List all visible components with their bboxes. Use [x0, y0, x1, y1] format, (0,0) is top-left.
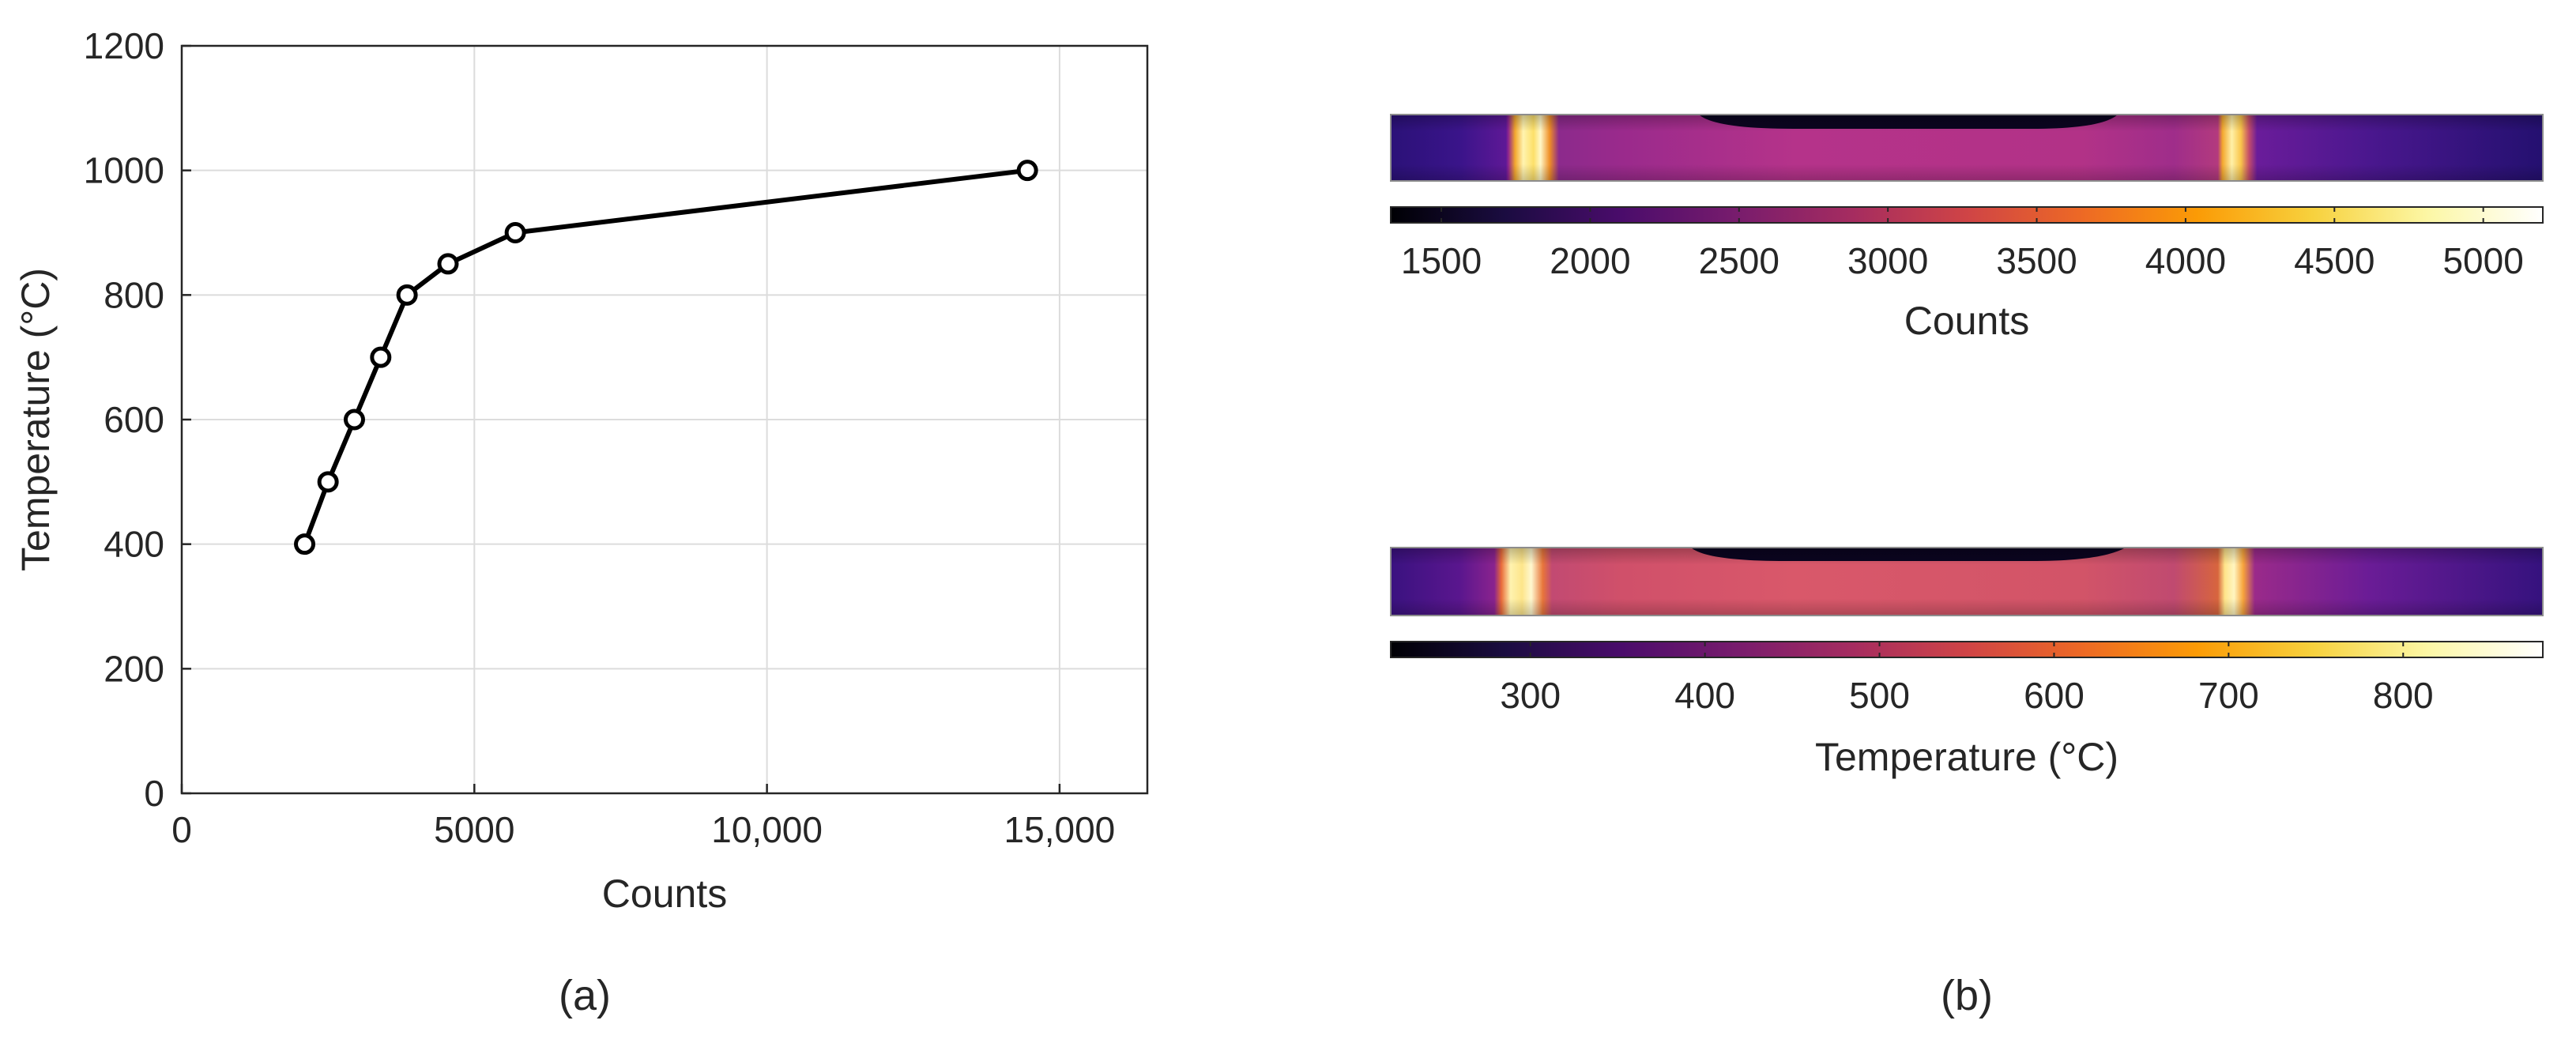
- data-point: [396, 284, 418, 306]
- data-point: [294, 533, 316, 555]
- colorbar-tick-label: 300: [1500, 675, 1561, 716]
- y-tick-label: 800: [104, 274, 164, 315]
- colorbar-tick-label: 800: [2373, 675, 2434, 716]
- panel-b: 1500 2000 2500 3000 3500 4000 4500 5000 Counts …: [1390, 114, 2544, 1019]
- data-point: [317, 471, 339, 493]
- data-point: [1016, 160, 1038, 182]
- y-axis-label: Temperature (°C): [13, 268, 58, 571]
- y-tick-label: 0: [144, 773, 164, 814]
- colorbar-tick-label: 3000: [1847, 240, 1928, 281]
- x-tick-label: 5000: [434, 809, 514, 850]
- series-line: [302, 168, 1028, 545]
- x-tick-label: 10,000: [711, 809, 823, 850]
- colorbar-counts: 1500 2000 2500 3000 3500 4000 4500 5000 Counts: [1390, 206, 2544, 343]
- thermal-image-temperature: [1390, 547, 2544, 616]
- y-tick-label: 200: [104, 648, 164, 689]
- y-tick-label: 1000: [84, 150, 164, 191]
- y-tick-label: 1200: [84, 25, 164, 66]
- panel-label-a: (a): [559, 972, 611, 1019]
- colorbar-tick-label: 4500: [2294, 240, 2375, 281]
- colorbar-tick-label: 1500: [1401, 240, 1482, 281]
- data-point: [504, 222, 526, 243]
- colorbar-temperature: 300 400 500 600 700 800 Temperature (°C): [1390, 641, 2544, 779]
- colorbar-tick-label: 5000: [2442, 240, 2523, 281]
- data-point: [343, 409, 365, 431]
- y-tick-label: 400: [104, 524, 164, 565]
- panel-label-b: (b): [1941, 972, 1993, 1019]
- data-point: [437, 253, 459, 275]
- colorbar-tick-label: 500: [1849, 675, 1910, 716]
- colorbar-temperature-label: Temperature (°C): [1815, 735, 2118, 779]
- colorbar-tick-label: 3500: [1996, 240, 2077, 281]
- thermal-image-counts: [1390, 114, 2544, 182]
- x-tick-label: 0: [171, 809, 192, 850]
- colorbar-tick-label: 700: [2198, 675, 2259, 716]
- colorbar-counts-label: Counts: [1904, 299, 2029, 343]
- panel-a: 0 5000 10,000 15,000 0 200 400 600 800 1000 1200 C…: [13, 25, 1149, 1019]
- y-tick-label: 600: [104, 399, 164, 440]
- colorbar-tick-label: 2500: [1699, 240, 1779, 281]
- grid: [182, 46, 1147, 793]
- colorbar-tick-label: 4000: [2145, 240, 2226, 281]
- axis-ticks: 0 5000 10,000 15,000 0 200 400 600 800 1000 1200: [84, 25, 1116, 850]
- data-point: [370, 346, 392, 368]
- x-tick-label: 15,000: [1004, 809, 1116, 850]
- series: [294, 160, 1038, 555]
- colorbar-tick-label: 400: [1674, 675, 1735, 716]
- colorbar-tick-label: 600: [2024, 675, 2085, 716]
- colorbar-tick-label: 2000: [1550, 240, 1630, 281]
- x-axis-label: Counts: [602, 872, 727, 916]
